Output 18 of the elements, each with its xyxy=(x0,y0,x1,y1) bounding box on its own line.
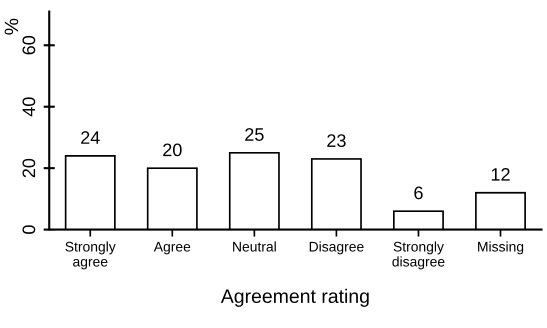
x-tick-label: Disagree xyxy=(310,241,364,254)
x-tick-label: Strongly agree xyxy=(65,241,116,270)
y-tick-label: 0 xyxy=(22,225,36,234)
x-tick-label: Missing xyxy=(478,241,524,254)
y-tick-label: 20 xyxy=(22,158,36,178)
data-label: 6 xyxy=(414,186,423,200)
y-tick-label: 40 xyxy=(22,97,36,116)
data-label: 20 xyxy=(163,143,182,156)
x-tick-label: Neutral xyxy=(233,241,276,252)
x-tick-label: Agree xyxy=(154,242,190,254)
y-axis-title: % xyxy=(4,18,18,35)
y-tick-label: 60 xyxy=(22,36,36,54)
data-label: 12 xyxy=(492,168,510,181)
x-tick-label: Strongly disagree xyxy=(392,241,444,270)
data-label: 24 xyxy=(81,131,100,144)
data-label: 25 xyxy=(245,128,264,141)
data-label: 23 xyxy=(327,134,346,148)
x-axis-title: Agreement rating xyxy=(220,288,369,307)
